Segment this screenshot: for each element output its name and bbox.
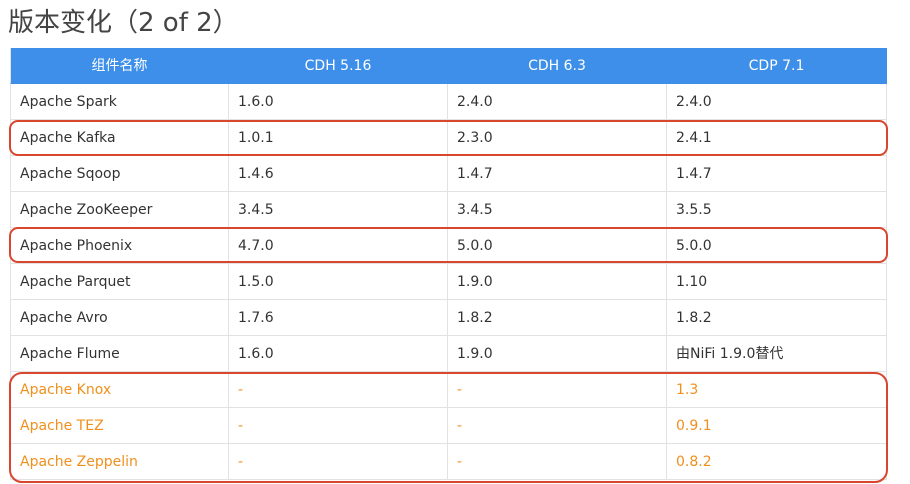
version-cell: -	[448, 444, 667, 480]
version-cell: -	[229, 372, 448, 408]
table-row: Apache Sqoop 1.4.6 1.4.7 1.4.7	[10, 156, 887, 192]
version-cell: -	[229, 444, 448, 480]
table-row: Apache Avro 1.7.6 1.8.2 1.8.2	[10, 300, 887, 336]
version-cell: 2.4.0	[667, 84, 887, 120]
version-cell: 4.7.0	[229, 228, 448, 264]
version-cell: 1.4.6	[229, 156, 448, 192]
component-cell: Apache TEZ	[10, 408, 229, 444]
version-cell: 2.4.0	[448, 84, 667, 120]
component-cell: Apache Spark	[10, 84, 229, 120]
version-cell: 0.8.2	[667, 444, 887, 480]
version-cell: 3.4.5	[448, 192, 667, 228]
version-cell: 0.9.1	[667, 408, 887, 444]
component-cell: Apache Sqoop	[10, 156, 229, 192]
version-cell: 1.7.6	[229, 300, 448, 336]
component-cell: Apache Knox	[10, 372, 229, 408]
version-cell: -	[448, 372, 667, 408]
table-row: Apache Knox - -1.3	[10, 372, 887, 408]
component-cell: Apache ZooKeeper	[10, 192, 229, 228]
version-cell: 5.0.0	[448, 228, 667, 264]
version-cell: 5.0.0	[667, 228, 887, 264]
component-cell: Apache Phoenix	[10, 228, 229, 264]
table-row: Apache Kafka 1.0.1 2.3.0 2.4.1	[10, 120, 887, 156]
component-cell: Apache Zeppelin	[10, 444, 229, 480]
page-title: 版本变化（2 of 2）	[8, 8, 239, 38]
version-cell: 1.10	[667, 264, 887, 300]
version-cell: 由NiFi 1.9.0替代	[667, 336, 887, 372]
version-cell: 1.9.0	[448, 264, 667, 300]
header-row: 组件名称 CDH 5.16 CDH 6.3 CDP 7.1	[10, 48, 887, 84]
table-row: Apache Flume 1.6.0 1.9.0 由NiFi 1.9.0替代	[10, 336, 887, 372]
component-cell: Apache Avro	[10, 300, 229, 336]
version-cell: 1.6.0	[229, 336, 448, 372]
table-row: Apache Parquet 1.5.0 1.9.0 1.10	[10, 264, 887, 300]
version-cell: 1.6.0	[229, 84, 448, 120]
version-cell: 1.3	[667, 372, 887, 408]
version-cell: 1.0.1	[229, 120, 448, 156]
header-cell: CDH 5.16	[229, 48, 448, 84]
component-cell: Apache Parquet	[10, 264, 229, 300]
version-cell: 1.8.2	[448, 300, 667, 336]
header-cell: CDP 7.1	[667, 48, 887, 84]
version-cell: 1.5.0	[229, 264, 448, 300]
table-row: Apache Zeppelin - -0.8.2	[10, 444, 887, 480]
component-cell: Apache Kafka	[10, 120, 229, 156]
table-row: Apache TEZ - -0.9.1	[10, 408, 887, 444]
table-row: Apache Phoenix 4.7.0 5.0.0 5.0.0	[10, 228, 887, 264]
version-cell: 1.9.0	[448, 336, 667, 372]
version-cell: 1.4.7	[667, 156, 887, 192]
version-cell: 2.3.0	[448, 120, 667, 156]
version-cell: -	[229, 408, 448, 444]
component-cell: Apache Flume	[10, 336, 229, 372]
table-row: Apache Spark 1.6.0 2.4.0 2.4.0	[10, 84, 887, 120]
table-row: Apache ZooKeeper 3.4.5 3.4.5 3.5.5	[10, 192, 887, 228]
header-cell: CDH 6.3	[448, 48, 667, 84]
version-cell: -	[448, 408, 667, 444]
version-cell: 2.4.1	[667, 120, 887, 156]
version-cell: 3.5.5	[667, 192, 887, 228]
version-cell: 1.4.7	[448, 156, 667, 192]
version-cell: 1.8.2	[667, 300, 887, 336]
header-cell: 组件名称	[10, 48, 229, 84]
version-cell: 3.4.5	[229, 192, 448, 228]
